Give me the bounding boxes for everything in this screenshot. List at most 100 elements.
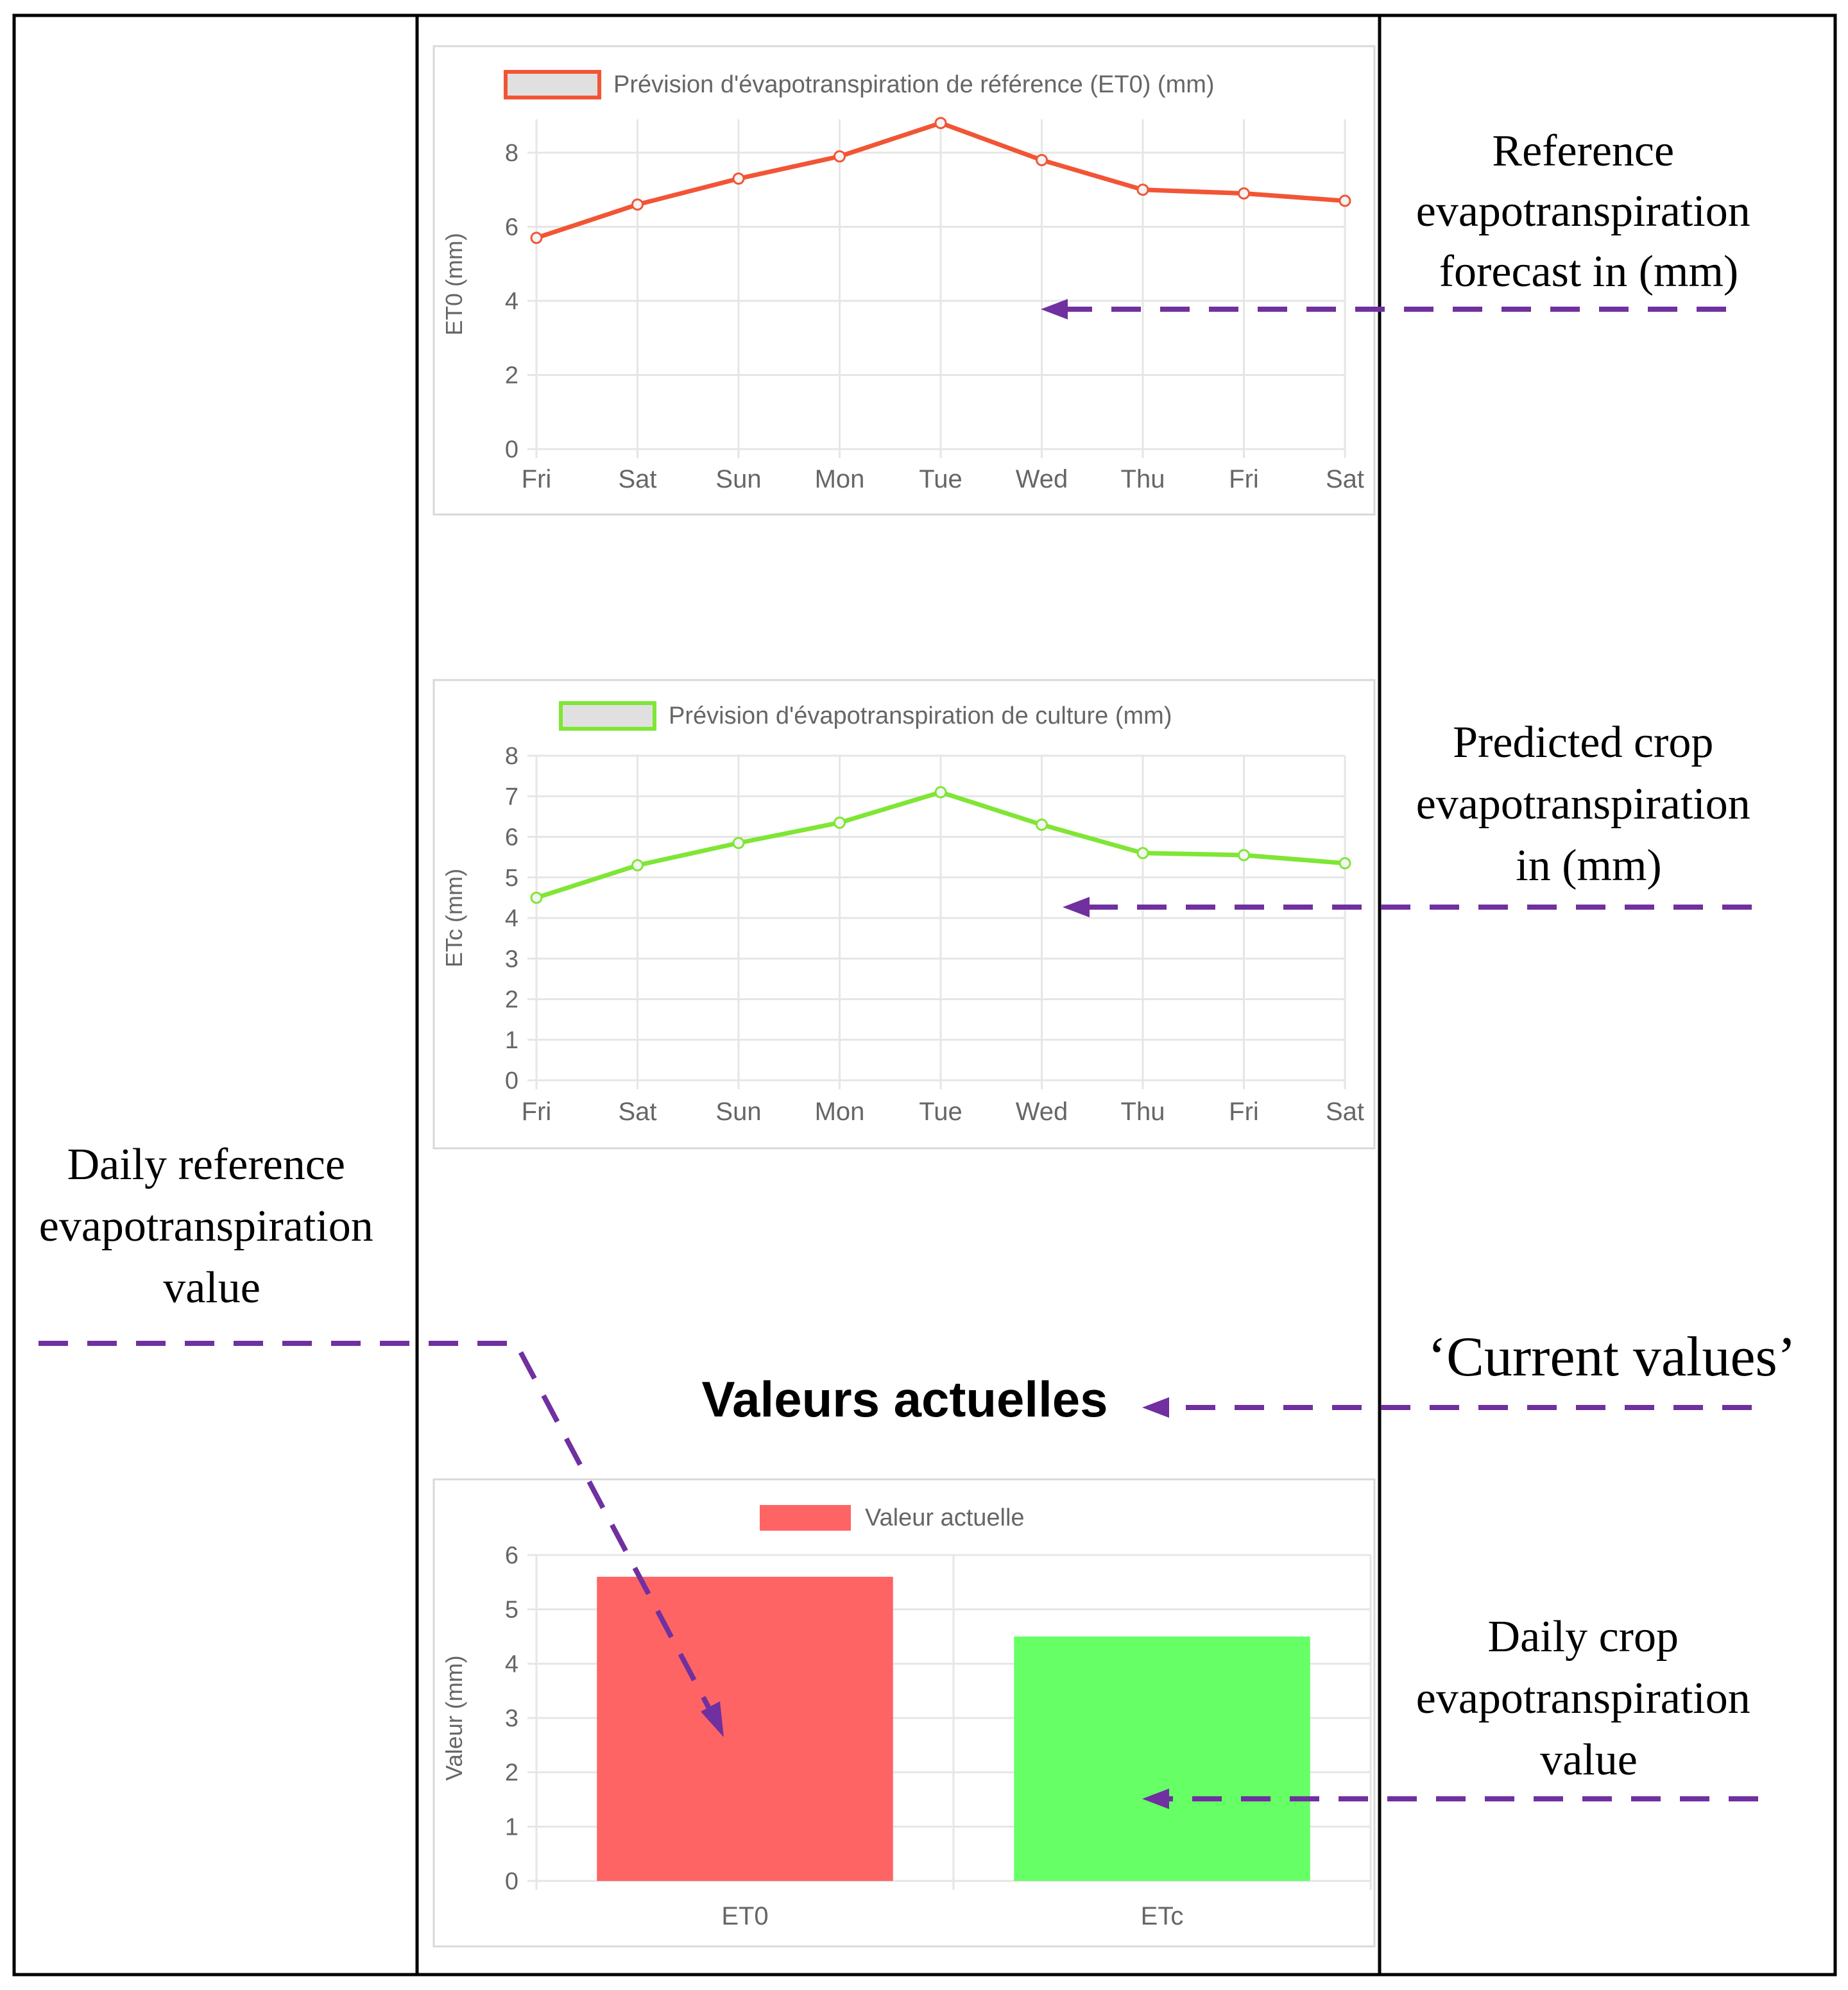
etc-y-tick-label: 3 [505, 946, 518, 973]
etc-y-tick-label: 4 [505, 905, 518, 932]
et0-legend-swatch [504, 70, 601, 99]
bar-y-axis-title: Valeur (mm) [441, 1655, 467, 1780]
et0-data-point [934, 117, 947, 130]
arrowhead-daily-crop [1142, 1789, 1169, 1809]
annotation-daily-crop: Daily crop evapotranspiration value [1416, 1612, 1761, 1785]
bar-y-tick-label: 2 [505, 1760, 518, 1787]
etc-data-point [530, 891, 543, 904]
et0-chart-panel [432, 45, 1376, 516]
etc-x-tick-label: Wed [1016, 1098, 1068, 1126]
annotation-current-values: ‘Current values’ [1428, 1326, 1796, 1388]
annotation-reference-forecast-line: evapotranspiration [1416, 187, 1750, 236]
etc-x-tick-label: Fri [1229, 1098, 1259, 1126]
etc-x-tick-label: Fri [522, 1098, 552, 1126]
annotation-crop-forecast: Predicted crop evapotranspiration in (mm… [1416, 718, 1761, 890]
et0-data-point [732, 172, 745, 185]
et0-y-axis-title: ET0 (mm) [441, 233, 467, 336]
et0-data-point [1036, 154, 1048, 167]
etc-forecast-chart: Prévision d'évapotranspiration de cultur… [432, 679, 1376, 1150]
etc-y-tick-label: 7 [505, 783, 518, 810]
et0-plot-area: 0 2 4 6 8 ET0 (mm) Fri Sat Sun Mon Tue Wed Thu Fri Sat [441, 117, 1364, 493]
bar-legend-label: Valeur actuelle [865, 1504, 1025, 1531]
et0-y-tick-label: 6 [505, 214, 518, 241]
etc-x-tick-label: Thu [1121, 1098, 1165, 1126]
bar-plot-area: 0 1 2 3 4 5 6 Valeur (mm) ET0 ETc [441, 1542, 1372, 1930]
arrow-daily-reference [38, 1341, 716, 1718]
annotation-daily-reference: Daily reference evapotranspiration value [39, 1140, 384, 1313]
bar-x-tick-label: ET0 [721, 1902, 768, 1930]
et0-data-point [530, 232, 543, 244]
annotation-crop-forecast-line: in (mm) [1516, 841, 1661, 890]
bar-y-tick-label: 5 [505, 1597, 518, 1624]
etc-x-tick-label: Sat [1326, 1098, 1364, 1126]
annotation-crop-forecast-line: Predicted crop [1453, 718, 1713, 767]
etc-y-axis-title: ETc (mm) [441, 869, 467, 967]
et0-y-tick-label: 8 [505, 140, 518, 167]
etc-legend-swatch [559, 701, 656, 731]
etc-data-point [1339, 857, 1351, 870]
arrowhead-current-values [1142, 1397, 1169, 1418]
bar-y-tick-label: 6 [505, 1542, 518, 1569]
bar-y-tick-label: 3 [505, 1705, 518, 1732]
et0-legend-label: Prévision d'évapotranspiration de référe… [613, 71, 1215, 98]
etc-legend-label: Prévision d'évapotranspiration de cultur… [669, 702, 1172, 729]
etc-x-tick-label: Tue [919, 1098, 962, 1126]
etc-y-tick-label: 5 [505, 865, 518, 892]
etc-y-tick-label: 6 [505, 824, 518, 851]
et0-x-tick-label: Sat [618, 465, 656, 493]
et0-x-tick-label: Tue [919, 465, 962, 493]
et0-y-tick-label: 2 [505, 362, 518, 389]
annotation-reference-forecast-line: Reference [1492, 126, 1674, 176]
et0-data-point [1238, 187, 1250, 200]
et0-x-tick-label: Mon [815, 465, 865, 493]
et0-y-tick-label: 0 [505, 436, 518, 463]
outer-border [12, 13, 1837, 1977]
etc-data-point [934, 786, 947, 799]
etc-plot-area: 0 1 2 3 4 5 6 7 8 ETc (mm) Fri Sat Sun Mon Tue Wed Thu Fr… [441, 743, 1364, 1126]
etc-data-point [1238, 849, 1250, 862]
etc-y-tick-label: 8 [505, 743, 518, 770]
et0-y-tick-label: 4 [505, 288, 518, 315]
annotation-reference-forecast: Reference evapotranspiration forecast in… [1416, 126, 1761, 296]
annotation-crop-forecast-line: evapotranspiration [1416, 779, 1750, 829]
arrowhead-daily-reference [701, 1701, 724, 1737]
etc-x-tick-label: Sat [618, 1098, 656, 1126]
bar-x-tick-label: ETc [1141, 1902, 1184, 1930]
bar-legend-swatch [760, 1505, 851, 1531]
annotation-daily-crop-line: evapotranspiration [1416, 1674, 1750, 1723]
current-values-chart: Valeur actuelle 0 1 2 3 4 5 6 Valeur (mm) ET0 ETc [432, 1478, 1376, 1948]
et0-x-tick-label: Fri [1229, 465, 1259, 493]
annotation-daily-reference-line: value [163, 1263, 261, 1313]
etc-y-tick-label: 2 [505, 987, 518, 1014]
bar-bar-et0 [597, 1576, 893, 1881]
etc-data-point [1036, 819, 1048, 831]
et0-data-point [1136, 183, 1149, 196]
section-title: Valeurs actuelles [701, 1371, 1108, 1427]
et0-x-tick-label: Sat [1326, 465, 1364, 493]
etc-y-tick-label: 1 [505, 1027, 518, 1054]
et0-data-point [1339, 194, 1351, 207]
etc-x-tick-label: Sun [715, 1098, 761, 1126]
et0-x-tick-label: Fri [522, 465, 552, 493]
et0-x-tick-label: Sun [715, 465, 761, 493]
et0-forecast-chart: Prévision d'évapotranspiration de référe… [432, 45, 1376, 516]
etc-data-point [834, 816, 846, 829]
annotation-daily-reference-line: evapotranspiration [39, 1202, 373, 1251]
bar-y-tick-label: 4 [505, 1651, 518, 1678]
bar-y-tick-label: 0 [505, 1868, 518, 1895]
annotation-daily-crop-line: value [1540, 1735, 1638, 1785]
bar-y-tick-label: 1 [505, 1814, 518, 1841]
bar-bar-etc [1014, 1637, 1310, 1881]
annotation-daily-crop-line: Daily crop [1488, 1612, 1679, 1662]
arrowhead-crop-forecast [1063, 897, 1090, 917]
annotation-reference-forecast-line: forecast in (mm) [1439, 247, 1738, 296]
etc-data-point [732, 837, 745, 849]
etc-chart-panel [432, 679, 1376, 1150]
arrowhead-reference-forecast [1041, 299, 1068, 319]
et0-x-tick-label: Wed [1016, 465, 1068, 493]
etc-data-point [1136, 847, 1149, 860]
etc-y-tick-label: 0 [505, 1067, 518, 1094]
etc-data-point [631, 859, 644, 872]
et0-data-point [631, 198, 644, 211]
